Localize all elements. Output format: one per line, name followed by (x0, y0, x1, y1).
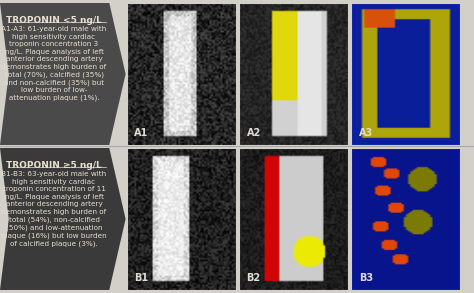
Polygon shape (0, 148, 126, 290)
Text: B2: B2 (246, 273, 261, 283)
Text: B1-B3: 63-year-old male with
high sensitivity cardiac
troponin concentration of : B1-B3: 63-year-old male with high sensit… (1, 171, 107, 247)
Text: B3: B3 (359, 273, 373, 283)
Text: TROPONIN <5 ng/L: TROPONIN <5 ng/L (6, 16, 102, 25)
Text: A1: A1 (134, 128, 148, 138)
Polygon shape (0, 3, 126, 145)
Text: A1-A3: 61-year-old male with
high sensitivity cardiac
troponin concentration 3
n: A1-A3: 61-year-old male with high sensit… (1, 26, 107, 101)
Text: A2: A2 (246, 128, 261, 138)
Text: B1: B1 (134, 273, 148, 283)
Text: TROPONIN ≥5 ng/L: TROPONIN ≥5 ng/L (6, 161, 102, 170)
Text: A3: A3 (359, 128, 373, 138)
